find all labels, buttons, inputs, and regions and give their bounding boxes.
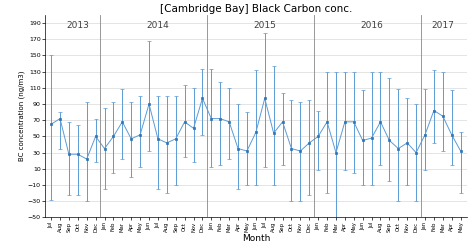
Text: 2014: 2014 <box>146 21 169 30</box>
X-axis label: Month: Month <box>242 234 270 243</box>
Text: 2015: 2015 <box>253 21 276 30</box>
Title: [Cambridge Bay] Black Carbon conc.: [Cambridge Bay] Black Carbon conc. <box>160 4 352 14</box>
Y-axis label: BC concentration (ng/m3): BC concentration (ng/m3) <box>18 71 25 162</box>
Text: 2017: 2017 <box>431 21 454 30</box>
Text: 2016: 2016 <box>360 21 383 30</box>
Text: 2013: 2013 <box>66 21 89 30</box>
